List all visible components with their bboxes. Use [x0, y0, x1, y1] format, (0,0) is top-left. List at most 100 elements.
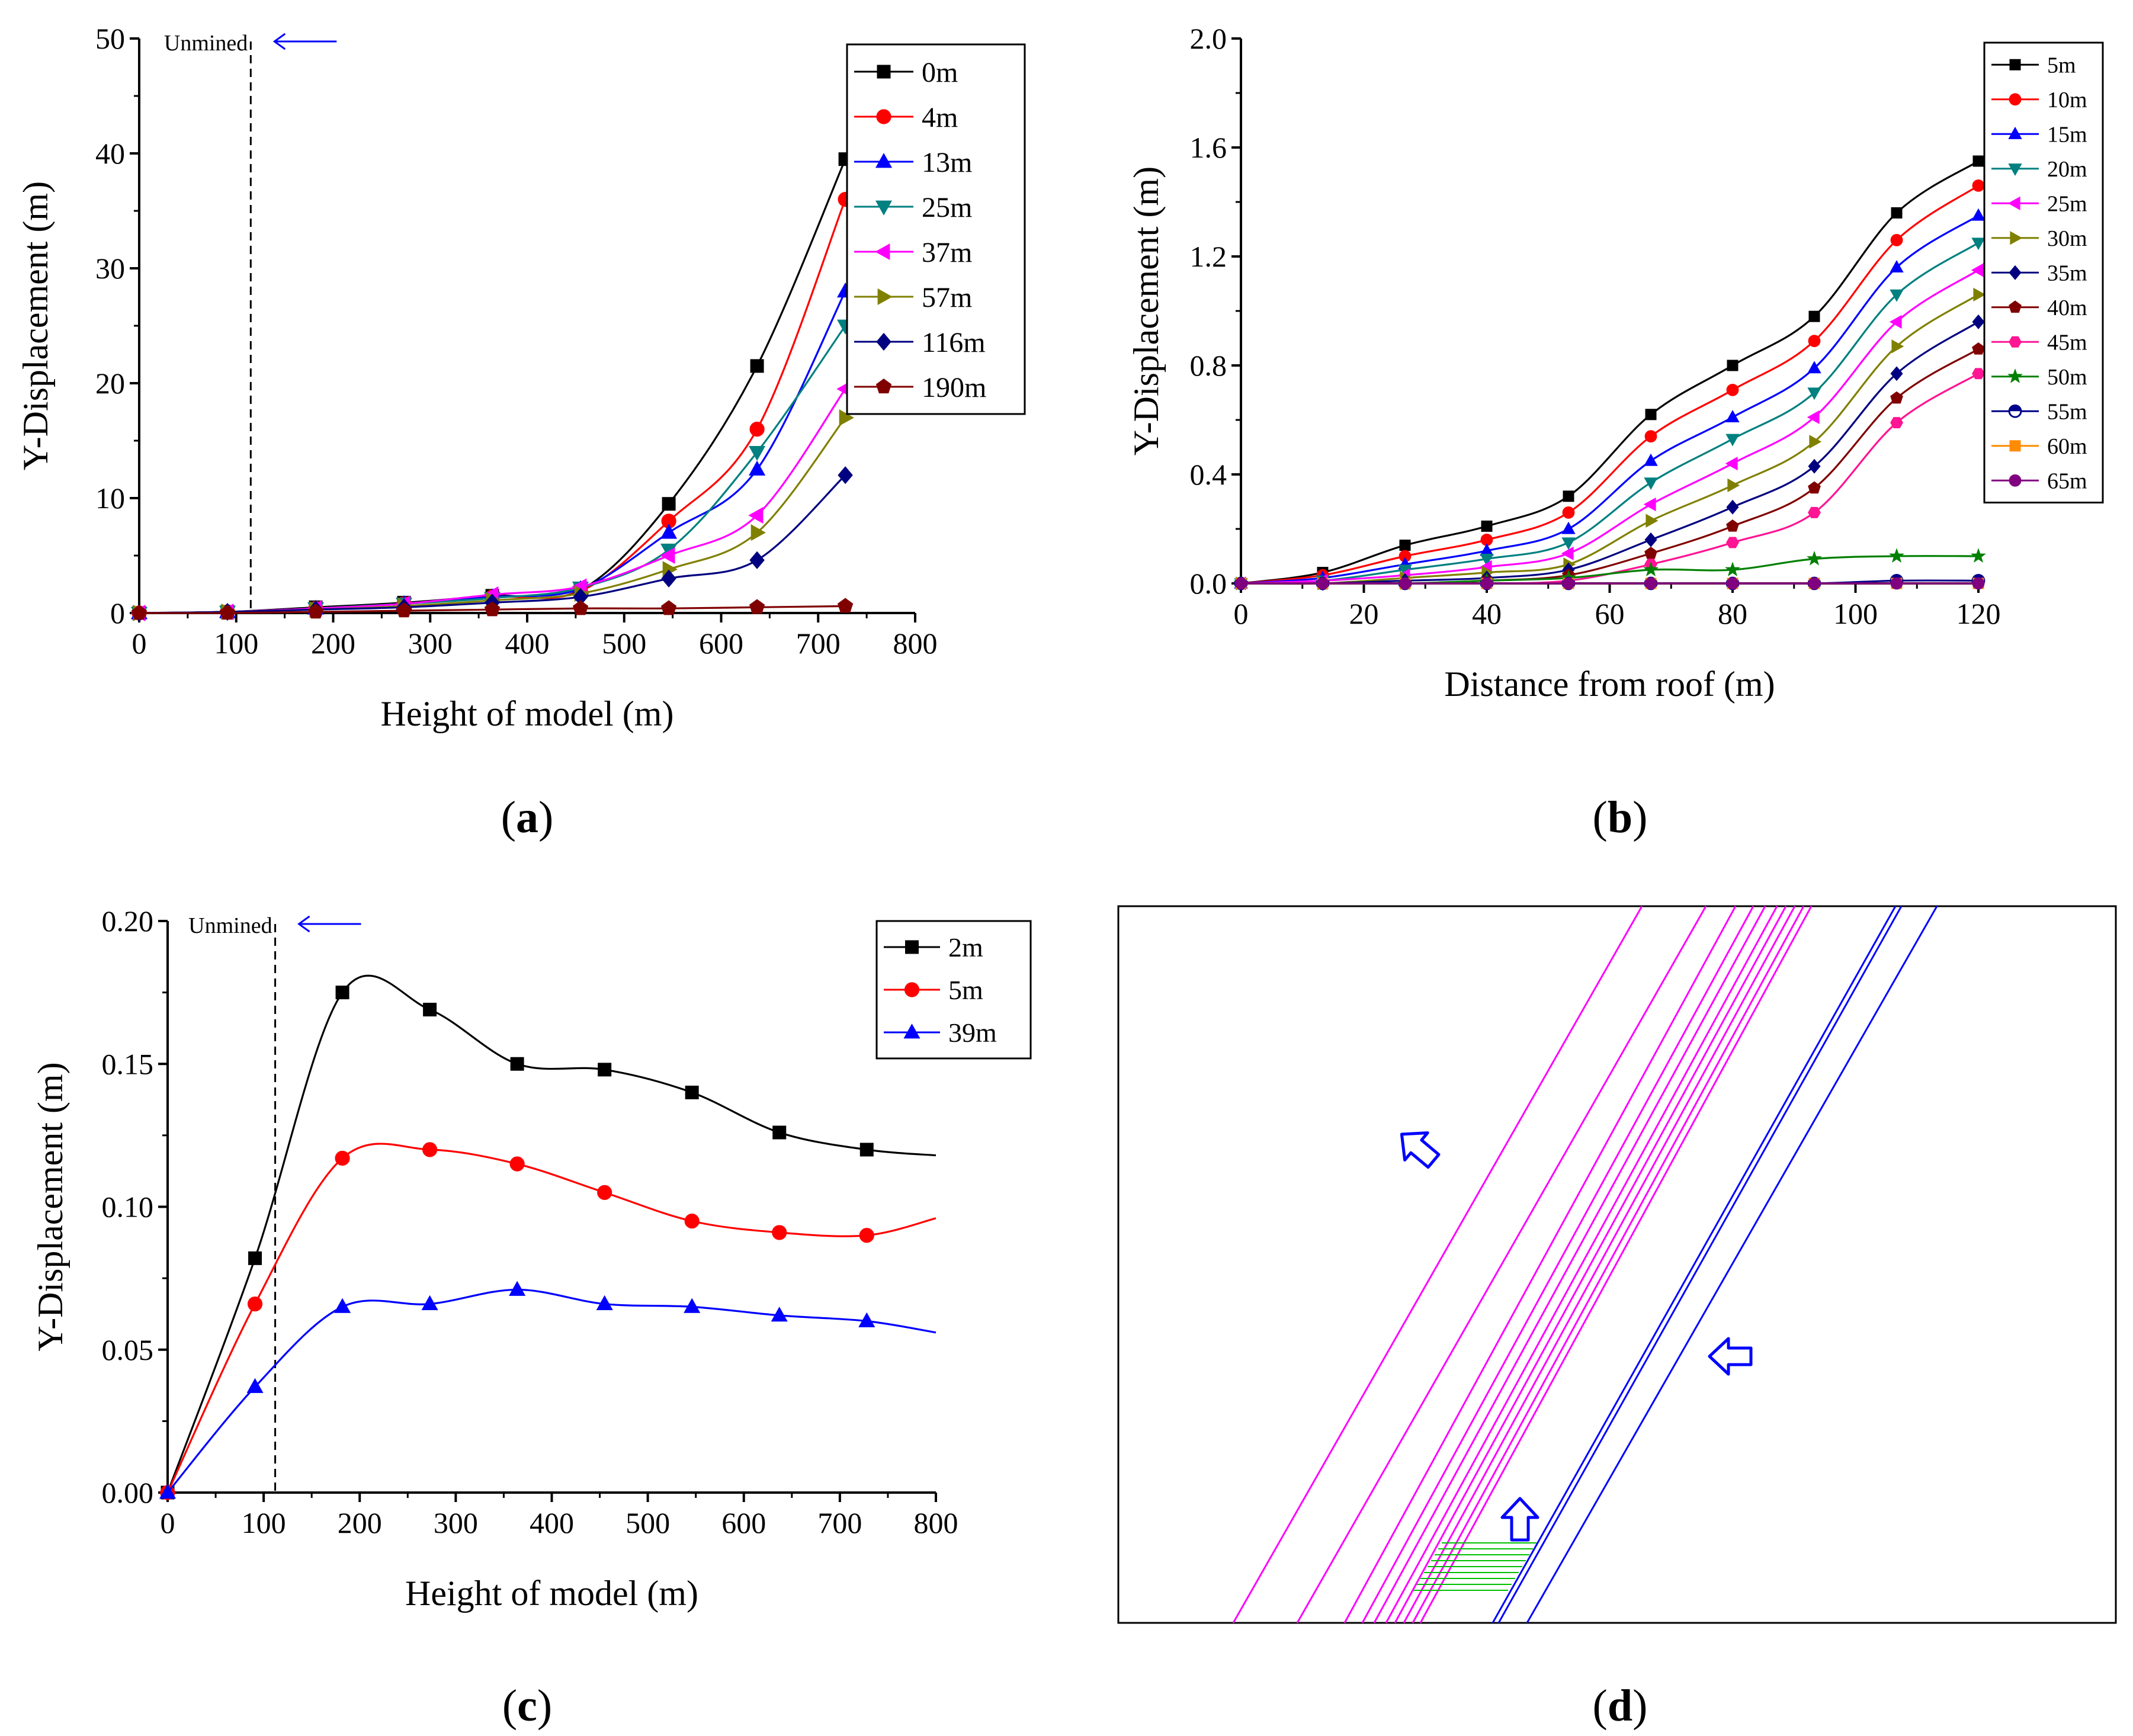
x-tick-label: 800: [893, 627, 938, 660]
joint-line: [1343, 906, 1737, 1623]
legend-marker: [2007, 196, 2020, 210]
x-tick-label: 600: [699, 627, 743, 660]
y-tick-label: 50: [95, 22, 125, 55]
data-point: [1316, 577, 1329, 590]
legend-marker: [875, 153, 893, 168]
legend-marker: [2009, 300, 2022, 313]
data-point: [1972, 368, 1985, 380]
legend-label: 15m: [2047, 123, 2087, 147]
data-point: [1807, 410, 1820, 425]
data-point: [1971, 263, 1984, 277]
y-tick-label: 1.6: [1190, 131, 1227, 164]
legend-marker: [875, 200, 893, 216]
joint-line: [1412, 906, 1805, 1623]
legend-box: [846, 43, 1026, 415]
y-tick-label: 0.05: [102, 1333, 154, 1366]
data-point: [1726, 537, 1739, 548]
data-point: [1808, 506, 1821, 518]
data-point: [749, 422, 765, 437]
data-point: [1808, 335, 1821, 347]
y-tick-label: 30: [95, 252, 125, 285]
joint-line: [1373, 906, 1766, 1623]
series-line-2m: [166, 974, 936, 1493]
data-point: [1644, 430, 1657, 442]
data-point: [662, 497, 676, 511]
arrow-up-icon: [1500, 1497, 1539, 1542]
x-tick-label: 40: [1472, 597, 1502, 630]
data-point: [1727, 478, 1740, 493]
data-point: [484, 601, 501, 617]
legend-marker: [876, 332, 891, 351]
y-tick-label: 0.20: [102, 904, 154, 938]
series-line-30m: [1240, 294, 1979, 585]
series-line-40m: [1241, 348, 1979, 585]
data-point: [1480, 554, 1494, 566]
fault-line: [1526, 906, 1938, 1623]
data-point: [396, 602, 412, 618]
data-point: [1890, 417, 1903, 429]
series-line-20m: [1240, 242, 1979, 585]
legend-label: 55m: [2047, 400, 2087, 425]
data-point: [1726, 577, 1739, 590]
data-point: [749, 460, 766, 476]
y-tick-label: 2.0: [1190, 22, 1227, 55]
y-axis-title: Y-Displacement (m): [31, 1062, 70, 1351]
joint-line: [1296, 906, 1707, 1623]
x-tick-label: 800: [914, 1506, 958, 1539]
x-tick-label: 600: [721, 1506, 766, 1539]
x-tick-label: 20: [1349, 597, 1379, 630]
arrow-left-icon: [1708, 1337, 1753, 1376]
y-tick-label: 0.00: [102, 1476, 154, 1509]
data-point: [1890, 366, 1903, 381]
y-tick-label: 0: [110, 596, 125, 630]
y-tick-label: 40: [95, 137, 125, 170]
panel-letter-c: (c): [502, 1681, 552, 1731]
x-tick-label: 500: [602, 627, 646, 660]
legend-marker: [2009, 265, 2022, 280]
data-point: [1972, 155, 1984, 167]
data-point: [307, 604, 324, 619]
annotation-label: Unmined: [164, 31, 248, 56]
legend-label: 40m: [2047, 296, 2087, 320]
y-axis-title: Y-Displacement (m): [16, 181, 55, 470]
data-point: [661, 569, 676, 588]
legend-label: 190m: [922, 372, 986, 403]
legend-label: 50m: [2047, 365, 2087, 390]
annotation-arrow-head: [297, 915, 310, 933]
series-line-5m: [1240, 160, 1979, 585]
data-point: [1807, 387, 1821, 400]
fault-line: [1492, 906, 1897, 1623]
series-line-39m: [166, 1288, 936, 1494]
data-point: [749, 551, 765, 569]
data-point: [1807, 361, 1821, 374]
data-point: [1561, 521, 1576, 534]
y-tick-label: 0.8: [1190, 349, 1227, 382]
data-point: [335, 1150, 350, 1166]
blue-fault-lines: [1492, 906, 1938, 1623]
legend-label: 13m: [922, 147, 972, 178]
data-point: [1890, 260, 1904, 272]
legend-label: 30m: [2047, 226, 2087, 251]
x-tick-label: 400: [530, 1506, 574, 1539]
data-point: [1562, 577, 1575, 590]
legend-label: 65m: [2047, 469, 2087, 494]
x-tick-label: 0: [161, 1506, 175, 1539]
legend-marker: [2008, 404, 2022, 418]
legend-marker: [2009, 336, 2022, 348]
x-axis-title: Distance from roof (m): [1444, 665, 1775, 704]
x-tick-label: 120: [1956, 597, 2001, 630]
x-tick-label: 80: [1718, 597, 1747, 630]
x-tick-label: 0: [1234, 597, 1249, 630]
data-point: [1644, 453, 1658, 466]
joint-line: [1419, 906, 1813, 1623]
legend-label: 45m: [2047, 330, 2087, 355]
data-point: [1645, 409, 1657, 421]
data-point: [510, 1057, 524, 1071]
data-point: [1808, 310, 1820, 322]
data-point: [858, 1312, 875, 1327]
legend-marker: [2008, 163, 2022, 177]
arrow-up-left-icon: [1400, 1131, 1441, 1169]
data-point: [1727, 360, 1739, 371]
mined-coal-seam: [1413, 1542, 1537, 1591]
legend-marker: [2009, 440, 2021, 452]
